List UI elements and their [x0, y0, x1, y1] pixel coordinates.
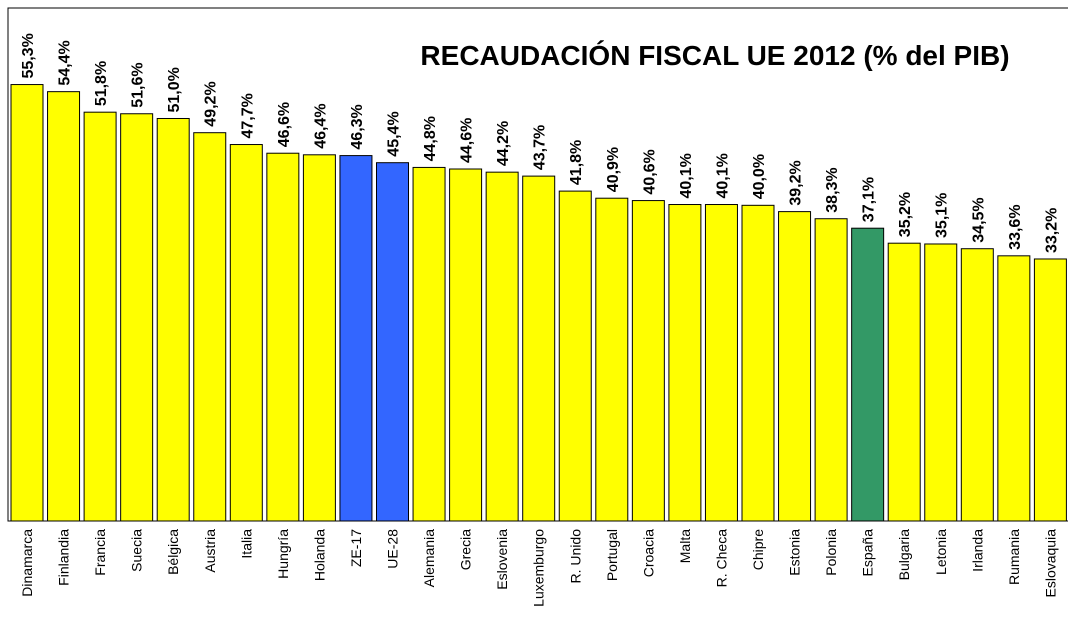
value-label: 44,6%: [459, 118, 476, 163]
x-tick-label: Alemania: [421, 529, 437, 588]
value-label: 40,6%: [641, 149, 658, 194]
bar: [229, 144, 263, 522]
bar: [156, 117, 190, 522]
bar: [997, 255, 1031, 522]
value-label: 46,3%: [349, 104, 366, 149]
x-tick-label: Chipre: [750, 529, 766, 570]
value-label: 41,8%: [568, 140, 585, 185]
x-tick-label: Holanda: [311, 529, 327, 581]
bar: [47, 91, 81, 522]
bar: [887, 242, 921, 522]
x-tick-label: UE-28: [385, 529, 401, 569]
value-label: 51,8%: [93, 61, 110, 106]
bar: [522, 175, 556, 522]
bar: [778, 211, 812, 522]
x-tick-label: Bélgica: [165, 529, 181, 575]
bar: [1033, 258, 1067, 522]
x-tick-label: Eslovaquia: [1042, 529, 1058, 598]
x-tick-label: Luxemburgo: [531, 529, 547, 607]
bar: [10, 84, 44, 522]
value-label: 49,2%: [203, 81, 220, 126]
value-label: 44,8%: [422, 116, 439, 161]
x-tick-label: Grecia: [458, 529, 474, 570]
bar: [339, 155, 373, 522]
x-tick-label: Irlanda: [969, 529, 985, 572]
value-label: 40,1%: [714, 153, 731, 198]
x-tick-label: Dinamarca: [19, 529, 35, 597]
x-tick-label: ZE-17: [348, 529, 364, 567]
x-tick-label: Francia: [92, 529, 108, 576]
bar: [595, 197, 629, 522]
x-tick-label: Hungría: [275, 529, 291, 579]
bar: [120, 113, 154, 522]
value-label: 40,0%: [751, 154, 768, 199]
x-tick-label: Estonia: [787, 529, 803, 576]
bar: [704, 204, 738, 522]
x-tick-label: Bulgaria: [896, 529, 912, 581]
bar: [376, 162, 409, 522]
value-label: 35,1%: [934, 193, 951, 238]
bar: [266, 152, 300, 522]
bar: [631, 200, 665, 522]
x-tick-label: Finlandia: [56, 529, 72, 586]
bar: [412, 166, 446, 522]
bar: [83, 111, 117, 522]
x-tick-label: Polonia: [823, 529, 839, 576]
value-label: 40,1%: [678, 153, 695, 198]
value-label: 54,4%: [57, 40, 74, 85]
value-label: 33,6%: [1007, 204, 1024, 249]
value-label: 38,3%: [824, 167, 841, 212]
bar: [558, 190, 592, 522]
x-tick-label: R. Unido: [567, 529, 583, 584]
value-label: 37,1%: [861, 177, 878, 222]
bar: [485, 171, 519, 522]
x-tick-label: Italia: [238, 529, 254, 559]
bar: [193, 132, 227, 522]
value-label: 33,2%: [1043, 208, 1060, 253]
value-label: 45,4%: [386, 111, 403, 156]
bar: [449, 168, 483, 522]
value-label: 46,6%: [276, 102, 293, 147]
x-tick-label: Rumania: [1006, 529, 1022, 585]
x-tick-label: Malta: [677, 529, 693, 563]
x-tick-label: R. Checa: [713, 529, 729, 588]
x-tick-label: Austria: [202, 529, 218, 573]
value-label: 43,7%: [532, 125, 549, 170]
value-label: 47,7%: [239, 93, 256, 138]
value-label: 51,6%: [130, 62, 147, 107]
value-label: 34,5%: [970, 197, 987, 242]
value-label: 46,4%: [312, 103, 329, 148]
x-tick-label: Letonia: [933, 529, 949, 575]
bar: [668, 204, 702, 522]
bar: [302, 154, 336, 522]
bar: [924, 243, 958, 522]
x-tick-label: Portugal: [604, 529, 620, 581]
value-label: 35,2%: [897, 192, 914, 237]
x-tick-label: España: [860, 529, 876, 577]
value-label: 55,3%: [20, 33, 37, 78]
x-tick-label: Eslovenia: [494, 529, 510, 590]
x-tick-label: Croacia: [640, 529, 656, 577]
value-label: 39,2%: [788, 160, 805, 205]
bar: [851, 227, 885, 522]
value-label: 40,9%: [605, 147, 622, 192]
value-label: 44,2%: [495, 121, 512, 166]
bar: [741, 204, 775, 522]
x-tick-label: Suecia: [129, 529, 145, 572]
chart-title: RECAUDACIÓN FISCAL UE 2012 (% del PIB): [420, 40, 1009, 71]
bar: [960, 248, 994, 522]
bar: [814, 218, 848, 522]
value-label: 51,0%: [166, 67, 183, 112]
